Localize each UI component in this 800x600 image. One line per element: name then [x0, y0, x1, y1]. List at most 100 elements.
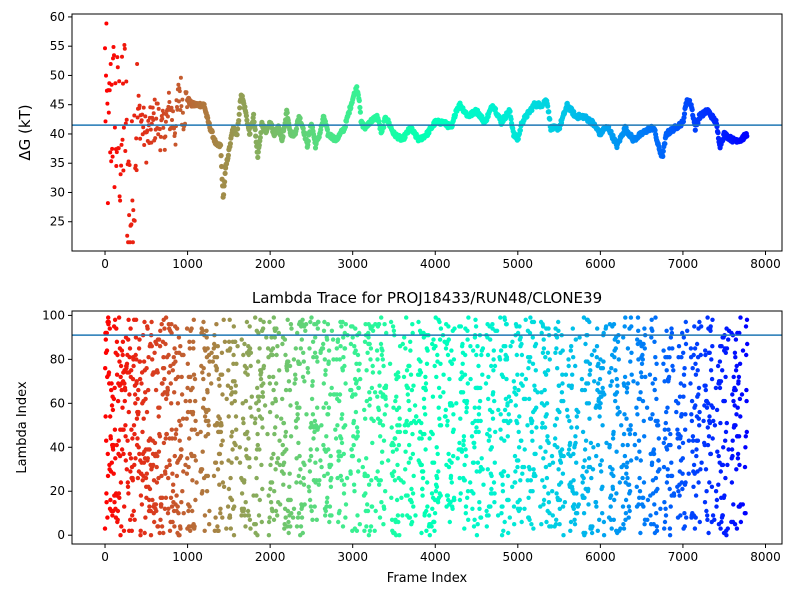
delta-g-point: [103, 119, 108, 124]
lambda-point: [703, 383, 708, 388]
lambda-point: [296, 473, 301, 479]
lambda-point: [571, 478, 576, 483]
lambda-point: [634, 456, 639, 461]
lambda-point: [286, 359, 291, 364]
lambda-point: [590, 467, 596, 472]
lambda-point: [696, 480, 701, 485]
lambda-point: [653, 475, 659, 481]
lambda-point: [229, 460, 234, 465]
lambda-point: [219, 350, 225, 355]
lambda-point: [556, 319, 561, 325]
lambda-point: [733, 355, 738, 360]
lambda-point: [270, 508, 275, 514]
lambda-point: [625, 460, 630, 465]
lambda-point: [557, 409, 562, 415]
lambda-point: [465, 489, 471, 494]
lambda-point: [307, 346, 312, 351]
lambda-point: [220, 438, 225, 443]
lambda-point: [379, 352, 384, 358]
lambda-point: [669, 326, 674, 331]
delta-g-point: [158, 148, 163, 153]
lambda-point: [666, 427, 671, 432]
lambda-point: [513, 480, 518, 485]
lambda-point: [712, 423, 718, 428]
lambda-point: [173, 359, 178, 364]
lambda-point: [665, 467, 670, 472]
lambda-point: [429, 524, 434, 529]
lambda-point: [502, 438, 507, 443]
lambda-point: [310, 517, 315, 522]
lambda-point: [383, 383, 389, 388]
lambda-point: [446, 337, 451, 342]
lambda-point: [661, 348, 666, 353]
lambda-point: [339, 440, 345, 446]
bottom-x-tick-label-4: 4000: [420, 550, 451, 564]
lambda-point: [595, 442, 601, 448]
lambda-point: [308, 319, 313, 325]
lambda-point: [574, 460, 579, 465]
lambda-point: [157, 405, 162, 410]
lambda-point: [267, 374, 272, 380]
lambda-point: [600, 366, 606, 371]
delta-g-point: [221, 192, 227, 198]
delta-g-point: [108, 150, 113, 155]
lambda-point: [365, 502, 370, 507]
delta-g-point: [176, 99, 181, 104]
lambda-point: [360, 464, 365, 470]
lambda-point: [348, 341, 354, 347]
lambda-point: [521, 464, 527, 470]
lambda-point: [430, 394, 436, 399]
lambda-point: [623, 517, 628, 522]
lambda-point: [402, 335, 407, 340]
lambda-point: [219, 442, 224, 448]
lambda-point: [567, 418, 572, 424]
lambda-point: [379, 500, 384, 505]
lambda-point: [623, 315, 628, 320]
lambda-point: [669, 460, 674, 465]
lambda-point: [714, 497, 720, 503]
lambda-point: [215, 344, 220, 349]
lambda-point: [320, 346, 326, 351]
lambda-point: [475, 522, 480, 527]
lambda-point: [639, 361, 645, 366]
delta-g-point: [381, 124, 387, 130]
delta-g-point: [143, 114, 148, 119]
lambda-point: [115, 517, 120, 522]
lambda-point: [681, 335, 686, 340]
lambda-point: [459, 449, 465, 454]
lambda-point: [109, 387, 114, 393]
lambda-point: [102, 526, 108, 531]
lambda-point: [175, 401, 181, 406]
lambda-point: [218, 511, 223, 516]
lambda-point: [256, 330, 261, 336]
lambda-point: [188, 374, 193, 380]
lambda-point: [640, 398, 646, 404]
lambda-point: [581, 464, 586, 470]
lambda-point: [239, 513, 244, 518]
lambda-point: [743, 324, 749, 329]
lambda-point: [304, 412, 309, 417]
lambda-point: [271, 517, 277, 522]
lambda-point: [247, 517, 253, 522]
delta-g-point: [452, 112, 458, 118]
lambda-point: [206, 418, 211, 424]
lambda-point: [383, 489, 388, 494]
lambda-point: [340, 524, 346, 529]
lambda-point: [295, 412, 300, 417]
lambda-point: [369, 385, 375, 391]
lambda-point: [205, 390, 210, 395]
lambda-point: [624, 390, 630, 395]
lambda-point: [279, 416, 284, 421]
lambda-point: [593, 500, 599, 505]
lambda-point: [508, 418, 513, 424]
lambda-point: [337, 357, 342, 362]
lambda-point: [649, 335, 654, 340]
lambda-point: [131, 423, 137, 428]
lambda-point: [543, 372, 549, 377]
lambda-point: [474, 533, 480, 538]
delta-g-point: [166, 90, 171, 95]
lambda-point: [162, 506, 168, 511]
lambda-point: [343, 381, 348, 386]
lambda-point: [506, 530, 511, 536]
lambda-point: [207, 508, 212, 514]
